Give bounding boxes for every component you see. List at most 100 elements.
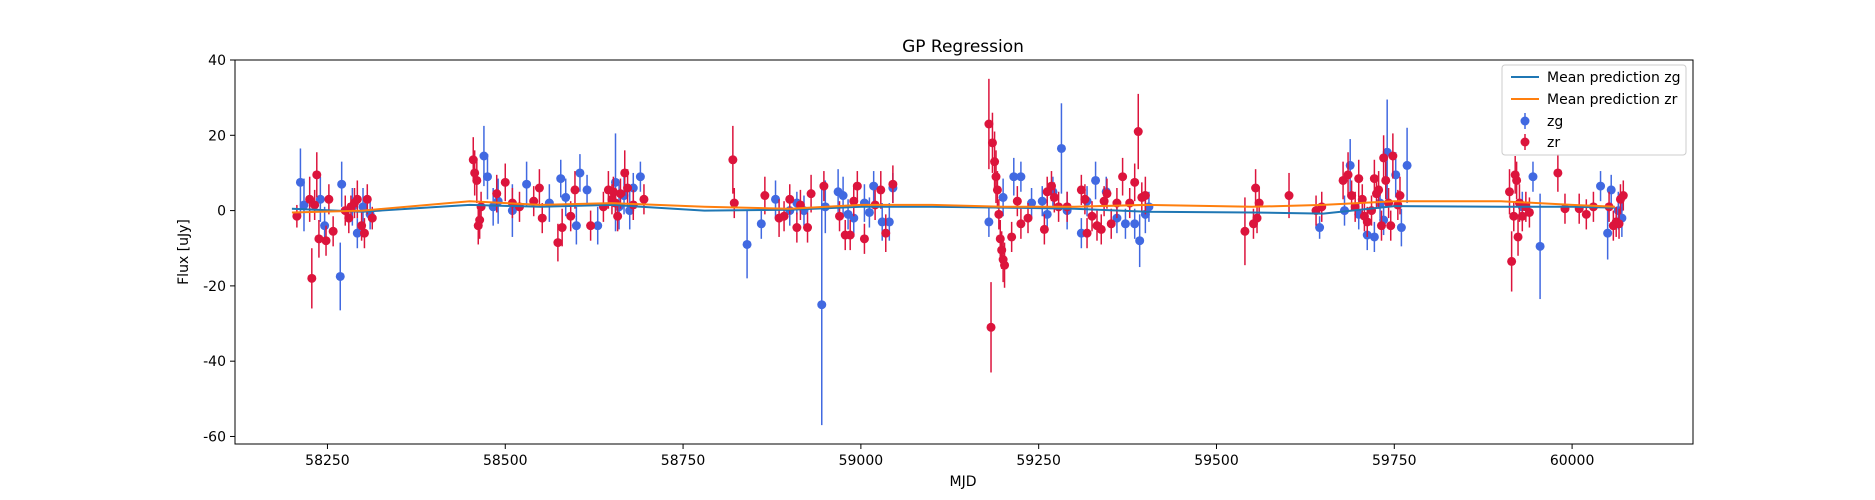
point-zg — [838, 191, 848, 201]
point-zg — [571, 221, 581, 231]
point-zr — [500, 177, 510, 187]
point-zg — [1056, 143, 1066, 153]
y-tick-label: 40 — [208, 53, 226, 69]
point-zg — [884, 217, 894, 227]
point-zg — [1135, 236, 1145, 246]
point-zr — [472, 175, 482, 185]
point-zr — [1505, 187, 1515, 197]
point-zg — [742, 239, 752, 249]
point-zr — [806, 189, 816, 199]
point-zr — [881, 228, 891, 238]
point-zg — [295, 177, 305, 187]
point-zg — [561, 192, 571, 202]
point-zr — [984, 119, 994, 129]
x-tick-label: 58250 — [305, 453, 350, 469]
point-zg — [1596, 181, 1606, 191]
point-zr — [1106, 219, 1116, 229]
point-zr — [792, 223, 802, 233]
point-zr — [367, 213, 377, 223]
point-zr — [845, 230, 855, 240]
point-zr — [1087, 211, 1097, 221]
point-zr — [1369, 174, 1379, 184]
point-zg — [1120, 219, 1130, 229]
point-zr — [362, 194, 372, 204]
point-zg — [479, 151, 489, 161]
point-zg — [1606, 185, 1616, 195]
point-zg — [482, 172, 492, 182]
point-zr — [990, 157, 1000, 167]
point-zr — [468, 155, 478, 165]
point-zr — [876, 185, 886, 195]
point-zr — [1517, 211, 1527, 221]
point-zr — [623, 183, 633, 193]
point-zr — [1379, 153, 1389, 163]
point-zr — [888, 179, 898, 189]
point-zg — [299, 200, 309, 210]
point-zg — [337, 179, 347, 189]
point-zr — [570, 185, 580, 195]
point-zr — [321, 236, 331, 246]
y-tick-label: 0 — [217, 204, 226, 220]
point-zr — [849, 196, 859, 206]
point-zg — [1130, 219, 1140, 229]
point-zr — [1512, 175, 1522, 185]
point-zg — [493, 196, 503, 206]
x-ticks: 58250 58500 58750 59000 59250 59500 59750 60000 — [305, 444, 1594, 469]
point-zg — [358, 202, 368, 212]
point-zr — [1251, 183, 1261, 193]
point-zr — [1096, 224, 1106, 234]
series-layer — [292, 78, 1628, 426]
point-zr — [987, 138, 997, 148]
legend-box — [1501, 64, 1687, 156]
point-zr — [986, 322, 996, 332]
point-zg — [877, 217, 887, 227]
point-zr — [1524, 207, 1534, 217]
point-zg — [1009, 172, 1019, 182]
y-tick-label: -60 — [203, 429, 226, 445]
point-zr — [994, 209, 1004, 219]
point-zr — [586, 221, 596, 231]
x-axis-label: MJD — [950, 474, 977, 490]
point-zg — [320, 221, 330, 231]
point-zr — [537, 213, 547, 223]
x-tick-label: 59750 — [1372, 453, 1417, 469]
point-zr — [835, 211, 845, 221]
point-zr — [1507, 256, 1517, 266]
y-axis-label: Flux [uJy] — [176, 219, 192, 285]
x-tick-label: 59500 — [1194, 453, 1239, 469]
point-zr — [492, 189, 502, 199]
point-zr — [1374, 185, 1384, 195]
point-zr — [760, 191, 770, 201]
x-tick-label: 58750 — [661, 453, 706, 469]
point-zr — [328, 226, 338, 236]
point-zr — [615, 189, 625, 199]
point-zg — [593, 221, 603, 231]
point-zg — [864, 207, 874, 217]
point-zr — [1118, 172, 1128, 182]
point-zg — [1345, 160, 1355, 170]
point-zr — [1254, 198, 1264, 208]
point-zr — [1140, 191, 1150, 201]
point-zg — [1091, 175, 1101, 185]
point-zr — [307, 273, 317, 283]
point-zg — [575, 168, 585, 178]
point-zr — [852, 181, 862, 191]
point-zr — [729, 198, 739, 208]
y-tick-label: -40 — [203, 354, 226, 370]
point-zr — [785, 194, 795, 204]
legend-label-zr-line: Mean prediction zr — [1547, 92, 1678, 108]
point-zr — [1007, 232, 1017, 242]
point-zr — [534, 183, 544, 193]
point-zr — [1317, 202, 1327, 212]
point-zr — [1023, 213, 1033, 223]
point-zg — [335, 271, 345, 281]
point-zg — [771, 194, 781, 204]
point-zr — [324, 194, 334, 204]
point-zg — [756, 219, 766, 229]
point-zr — [1553, 168, 1563, 178]
point-zg — [817, 300, 827, 310]
point-zr — [312, 170, 322, 180]
point-zr — [557, 223, 567, 233]
point-zr — [1618, 191, 1628, 201]
point-zr — [1039, 224, 1049, 234]
